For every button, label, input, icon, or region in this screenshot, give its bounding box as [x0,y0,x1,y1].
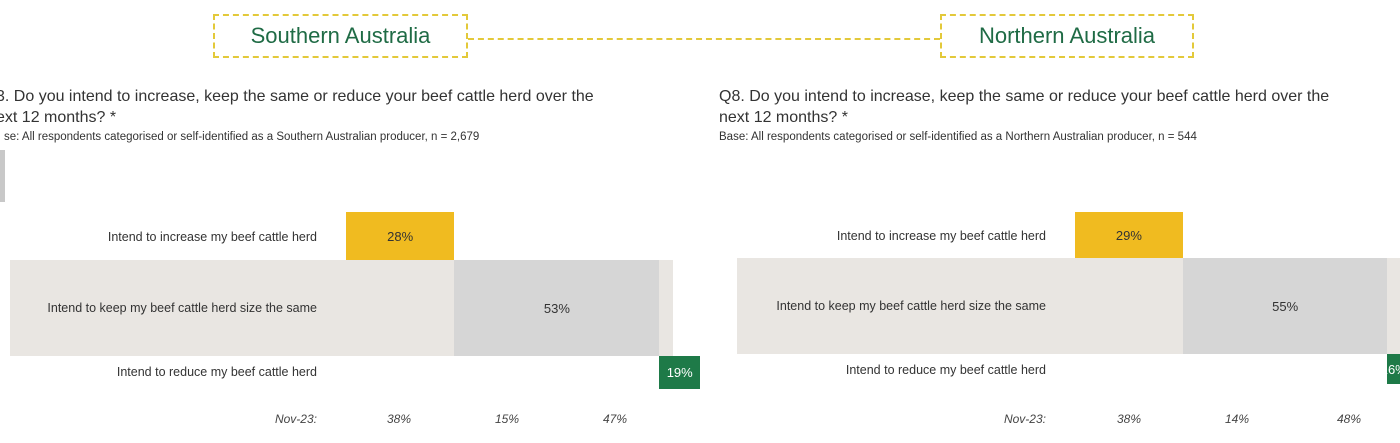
north-prev-reduce: 48% [1336,412,1362,426]
south-prev-reduce: 47% [602,412,628,426]
northern-australia-title: Northern Australia [978,23,1156,48]
south-bar-reduce: 19% [659,356,700,389]
north-bar-increase-label: 29% [1115,227,1142,243]
north-question: Q8. Do you intend to increase, keep the … [719,86,1329,128]
south-question-line1: 3. Do you intend to increase, keep the s… [0,88,594,105]
north-question-line2: next 12 months? * [719,109,848,126]
north-row-label-same: Intend to keep my beef cattle herd size … [776,299,1046,313]
north-prev-increase: 38% [1116,412,1142,426]
south-chart-panel: 3. Do you intend to increase, keep the s… [0,86,700,426]
south-row-label-reduce: Intend to reduce my beef cattle herd [116,365,317,379]
south-bar-increase: 28% [346,212,455,260]
north-chart-panel: Q8. Do you intend to increase, keep the … [700,0,1400,443]
north-bar-increase: 29% [1075,212,1183,258]
north-row-label-increase: Intend to increase my beef cattle herd [836,229,1046,243]
south-question: 3. Do you intend to increase, keep the s… [0,86,594,128]
north-question-line1: Q8. Do you intend to increase, keep the … [719,88,1330,105]
south-prev-label: Nov-23: [274,412,317,426]
southern-australia-title: Southern Australia [250,23,431,48]
south-prev-increase: 38% [386,412,412,426]
dashed-connector [468,38,940,40]
south-bar-same: 53% [454,260,660,356]
south-bar-increase-label: 28% [387,228,414,244]
south-prev-same: 15% [494,412,520,426]
north-row-label-reduce: Intend to reduce my beef cattle herd [845,363,1046,377]
south-bar-same-label: 53% [543,300,570,316]
south-row-label-increase: Intend to increase my beef cattle herd [107,230,317,244]
north-bar-same-label: 55% [1272,298,1299,314]
south-question-line2: ext 12 months? * [0,109,117,126]
north-bar-reduce: 16% [1381,354,1400,384]
scrollbar-edge[interactable] [0,150,5,202]
north-prev-same: 14% [1224,412,1250,426]
south-row-label-same: Intend to keep my beef cattle herd size … [47,301,317,315]
north-base-note: Base: All respondents categorised or sel… [719,131,1197,143]
north-prev-label: Nov-23: [1003,412,1046,426]
south-base-note: se: All respondents categorised or self-… [4,131,480,143]
northern-australia-title-box: Northern Australia [940,14,1194,58]
southern-australia-title-box: Southern Australia [213,14,468,58]
south-bar-reduce-label: 19% [666,365,693,380]
north-bar-reduce-label: 16% [1380,361,1400,377]
north-bar-same: 55% [1182,258,1388,354]
